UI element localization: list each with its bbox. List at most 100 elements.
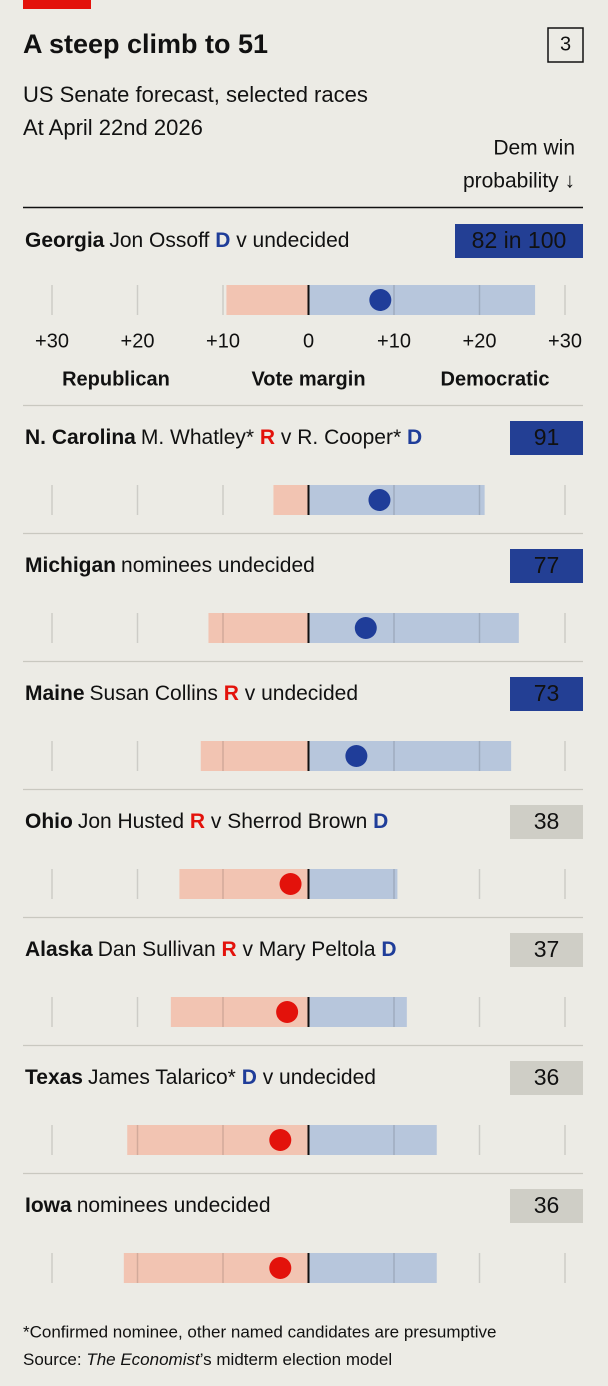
x-tick-label: +30: [548, 330, 582, 352]
probability-label: 82 in 100: [472, 227, 567, 253]
candidate-part: v undecided: [239, 682, 358, 705]
dem-range: [308, 869, 398, 899]
candidate-part: Susan Collins: [90, 682, 224, 705]
probability-box: [510, 549, 583, 583]
race-label: Georgia Jon Ossoff D v undecided: [25, 229, 349, 252]
state-name: Alaska: [25, 938, 93, 961]
candidate-part: v undecided: [230, 229, 349, 252]
date-note: At April 22nd 2026: [23, 115, 203, 140]
source-part: Source:: [23, 1350, 86, 1369]
candidate-part: nominees undecided: [121, 554, 315, 577]
candidate-part: M. Whatley*: [141, 426, 260, 449]
race-label: Michigan nominees undecided: [25, 554, 315, 577]
left-label: Republican: [62, 368, 170, 390]
candidate-part: R: [224, 682, 239, 705]
probability-label: 77: [534, 552, 560, 578]
state-name: Michigan: [25, 554, 116, 577]
rep-range: [273, 485, 309, 515]
probability-box: [510, 805, 583, 839]
forecast-dot: [368, 489, 391, 511]
dem-range: [308, 741, 512, 771]
state-name: Ohio: [25, 810, 73, 833]
state-name: Maine: [25, 682, 85, 705]
candidate-part: D: [242, 1066, 257, 1089]
prob-header: probability ↓: [463, 170, 575, 193]
candidate-part: v Mary Peltola: [237, 938, 382, 961]
race-label: Ohio Jon Husted R v Sherrod Brown D: [25, 810, 388, 833]
probability-label: 36: [534, 1064, 560, 1090]
source-part: ’s midterm election model: [200, 1350, 392, 1369]
source: Source: The Economist’s midterm election…: [23, 1350, 392, 1369]
probability-label: 37: [534, 936, 560, 962]
rep-range: [226, 285, 309, 315]
probability-box: [455, 224, 583, 258]
race-label: N. Carolina M. Whatley* R v R. Cooper* D: [25, 426, 422, 449]
dem-range: [308, 1125, 437, 1155]
chart-title: A steep climb to 51: [23, 29, 268, 59]
candidate-part: v R. Cooper*: [275, 426, 407, 449]
x-tick-label: 0: [303, 330, 314, 352]
prob-header: Dem win: [493, 137, 575, 160]
candidate-part: D: [407, 426, 422, 449]
candidate-part: Jon Ossoff: [109, 229, 215, 252]
candidate-part: Dan Sullivan: [98, 938, 222, 961]
forecast-dot: [269, 1129, 292, 1151]
dem-range: [308, 997, 407, 1027]
x-tick-label: +30: [35, 330, 69, 352]
candidate-part: v undecided: [257, 1066, 376, 1089]
forecast-dot: [354, 617, 377, 639]
candidate-part: R: [260, 426, 275, 449]
probability-box: [510, 677, 583, 711]
candidate-part: R: [221, 938, 236, 961]
x-tick-label: +20: [463, 330, 497, 352]
x-tick-label: +20: [121, 330, 155, 352]
x-axis-label: Vote margin: [251, 368, 365, 390]
race-label: Maine Susan Collins R v undecided: [25, 682, 358, 705]
probability-box: [510, 421, 583, 455]
state-name: Georgia: [25, 229, 105, 252]
candidate-part: D: [381, 938, 396, 961]
race-label: Iowa nominees undecided: [25, 1194, 271, 1217]
probability-box: [510, 933, 583, 967]
state-name: N. Carolina: [25, 426, 136, 449]
state-name: Iowa: [25, 1194, 72, 1217]
candidate-part: D: [215, 229, 230, 252]
right-label: Democratic: [441, 368, 550, 390]
race-label: Texas James Talarico* D v undecided: [25, 1066, 376, 1089]
dem-range: [308, 613, 519, 643]
rep-range: [208, 613, 309, 643]
forecast-dot: [345, 745, 368, 767]
candidate-part: v Sherrod Brown: [205, 810, 373, 833]
forecast-dot: [369, 289, 392, 311]
candidate-part: nominees undecided: [77, 1194, 271, 1217]
subtitle: US Senate forecast, selected races: [23, 82, 368, 107]
probability-box: [510, 1061, 583, 1095]
rep-range: [200, 741, 309, 771]
panel-number: 3: [560, 33, 571, 55]
forecast-dot: [269, 1257, 292, 1279]
probability-label: 91: [534, 424, 560, 450]
probability-label: 38: [534, 808, 560, 834]
candidate-part: Jon Husted: [78, 810, 190, 833]
footnote: *Confirmed nominee, other named candidat…: [23, 1322, 496, 1341]
x-tick-label: +10: [206, 330, 240, 352]
brand-bar: [23, 0, 91, 9]
panel-box: [547, 27, 584, 63]
candidate-part: James Talarico*: [88, 1066, 242, 1089]
candidate-part: R: [190, 810, 205, 833]
probability-box: [510, 1189, 583, 1223]
state-name: Texas: [25, 1066, 83, 1089]
dem-range: [308, 1253, 437, 1283]
forecast-dot: [276, 1001, 299, 1023]
source-part: The Economist: [86, 1350, 201, 1369]
candidate-part: D: [373, 810, 388, 833]
dem-range: [308, 485, 485, 515]
x-tick-label: +10: [377, 330, 411, 352]
probability-label: 73: [534, 680, 560, 706]
forecast-dot: [279, 873, 302, 895]
race-label: Alaska Dan Sullivan R v Mary Peltola D: [25, 938, 397, 961]
dem-range: [308, 285, 536, 315]
probability-label: 36: [534, 1192, 560, 1218]
